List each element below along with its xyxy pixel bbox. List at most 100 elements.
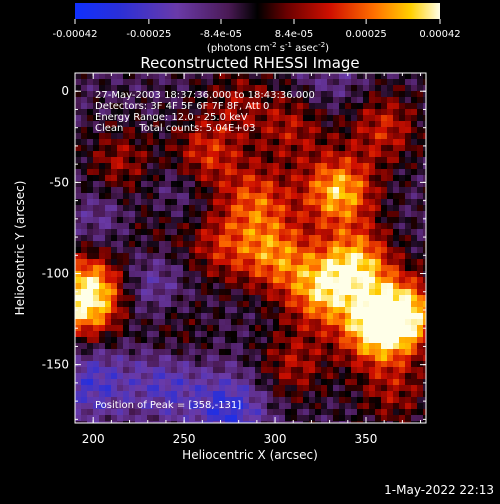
heatmap-cell bbox=[357, 295, 364, 302]
heatmap-cell bbox=[159, 151, 166, 158]
heatmap-cell bbox=[213, 229, 220, 236]
heatmap-cell bbox=[255, 283, 262, 290]
heatmap-cell bbox=[297, 301, 304, 308]
heatmap-cell bbox=[165, 415, 172, 422]
heatmap-cell bbox=[153, 271, 160, 278]
heatmap-cell bbox=[315, 289, 322, 296]
heatmap-cell bbox=[171, 421, 178, 423]
heatmap-cell bbox=[105, 355, 112, 362]
heatmap-cell bbox=[297, 181, 304, 188]
heatmap-cell bbox=[387, 247, 394, 254]
heatmap-cell bbox=[255, 373, 262, 380]
heatmap-cell bbox=[405, 193, 412, 200]
heatmap-cell bbox=[249, 307, 256, 314]
heatmap-cell bbox=[333, 289, 340, 296]
heatmap-cell bbox=[327, 361, 334, 368]
heatmap-cell bbox=[411, 349, 418, 356]
heatmap-cell bbox=[93, 349, 100, 356]
heatmap-cell bbox=[369, 409, 376, 416]
heatmap-cell bbox=[321, 253, 328, 260]
heatmap-cell bbox=[321, 307, 328, 314]
heatmap-cell bbox=[309, 193, 316, 200]
heatmap-cell bbox=[315, 211, 322, 218]
heatmap-cell bbox=[411, 373, 418, 380]
heatmap-cell bbox=[237, 313, 244, 320]
heatmap-cell bbox=[423, 403, 426, 410]
heatmap-cell bbox=[261, 91, 268, 98]
heatmap-cell bbox=[81, 397, 88, 404]
heatmap-cell bbox=[105, 151, 112, 158]
heatmap-cell bbox=[195, 175, 202, 182]
heatmap-cell bbox=[141, 115, 148, 122]
heatmap-cell bbox=[135, 217, 142, 224]
heatmap-cell bbox=[417, 301, 424, 308]
heatmap-cell bbox=[141, 253, 148, 260]
heatmap-cell bbox=[225, 265, 232, 272]
heatmap-cell bbox=[417, 73, 424, 80]
heatmap-cell bbox=[255, 145, 262, 152]
heatmap-cell bbox=[237, 343, 244, 350]
heatmap-cell bbox=[75, 115, 82, 122]
heatmap-cell bbox=[159, 355, 166, 362]
heatmap-cell bbox=[381, 271, 388, 278]
heatmap-cell bbox=[423, 211, 426, 218]
heatmap-cell bbox=[225, 349, 232, 356]
heatmap-cell bbox=[231, 205, 238, 212]
heatmap-cell bbox=[237, 295, 244, 302]
heatmap-cell bbox=[219, 205, 226, 212]
heatmap-cell bbox=[363, 139, 370, 146]
heatmap-cell bbox=[87, 223, 94, 230]
heatmap-cell bbox=[75, 313, 82, 320]
heatmap-cell bbox=[165, 265, 172, 272]
heatmap-cell bbox=[249, 181, 256, 188]
heatmap-cell bbox=[405, 301, 412, 308]
heatmap-cell bbox=[345, 337, 352, 344]
heatmap-cell bbox=[285, 175, 292, 182]
heatmap-cell bbox=[141, 127, 148, 134]
heatmap-cell bbox=[99, 265, 106, 272]
heatmap-cell bbox=[231, 265, 238, 272]
heatmap-cell bbox=[219, 145, 226, 152]
heatmap-cell bbox=[189, 367, 196, 374]
heatmap-cell bbox=[315, 253, 322, 260]
heatmap-cell bbox=[183, 199, 190, 206]
heatmap-cell bbox=[93, 97, 100, 104]
heatmap-cell bbox=[345, 91, 352, 98]
heatmap-cell bbox=[351, 415, 358, 422]
heatmap-cell bbox=[399, 349, 406, 356]
heatmap-cell bbox=[141, 307, 148, 314]
heatmap-cell bbox=[243, 211, 250, 218]
heatmap-cell bbox=[249, 109, 256, 116]
heatmap-cell bbox=[303, 121, 310, 128]
heatmap-cell bbox=[363, 187, 370, 194]
heatmap-cell bbox=[195, 361, 202, 368]
heatmap-cell bbox=[219, 259, 226, 266]
heatmap-cell bbox=[213, 211, 220, 218]
heatmap-cell bbox=[387, 325, 394, 332]
heatmap-cell bbox=[153, 217, 160, 224]
heatmap-cell bbox=[171, 181, 178, 188]
heatmap-cell bbox=[255, 127, 262, 134]
heatmap-cell bbox=[201, 79, 208, 86]
heatmap-cell bbox=[261, 331, 268, 338]
heatmap-cell bbox=[291, 175, 298, 182]
heatmap-cell bbox=[189, 385, 196, 392]
heatmap-cell bbox=[111, 415, 118, 422]
heatmap-cell bbox=[255, 361, 262, 368]
heatmap-cell bbox=[225, 259, 232, 266]
heatmap-cell bbox=[399, 379, 406, 386]
heatmap-cell bbox=[99, 397, 106, 404]
heatmap-cell bbox=[177, 205, 184, 212]
heatmap-cell bbox=[261, 403, 268, 410]
heatmap-cell bbox=[405, 259, 412, 266]
heatmap-cell bbox=[411, 343, 418, 350]
heatmap-cell bbox=[297, 253, 304, 260]
heatmap-cell bbox=[333, 367, 340, 374]
heatmap-cell bbox=[189, 235, 196, 242]
heatmap-cell bbox=[231, 331, 238, 338]
heatmap-cell bbox=[207, 169, 214, 176]
heatmap-cell bbox=[117, 97, 124, 104]
heatmap-cell bbox=[315, 193, 322, 200]
heatmap-cell bbox=[411, 223, 418, 230]
heatmap-cell bbox=[249, 193, 256, 200]
